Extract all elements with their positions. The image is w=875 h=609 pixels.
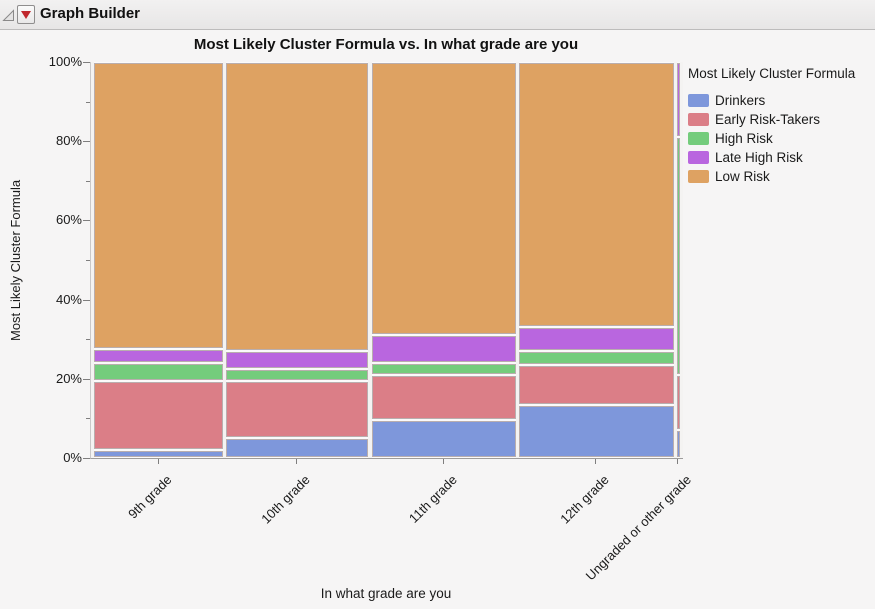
y-tick-label: 100% <box>48 54 82 69</box>
y-tick-label: 20% <box>55 370 82 386</box>
y-tick-mark <box>83 62 90 63</box>
legend-item-high-risk[interactable]: High Risk <box>688 129 873 148</box>
y-tick-label: 60% <box>55 212 82 228</box>
y-tick-mark <box>83 141 90 143</box>
segment-early-risk-takers[interactable] <box>371 375 517 420</box>
x-tick-mark <box>157 459 159 464</box>
legend-label: High Risk <box>715 131 773 146</box>
legend-swatch[interactable] <box>688 170 709 183</box>
legend-title: Most Likely Cluster Formula <box>688 66 856 81</box>
legend-item-late-high-risk[interactable]: Late High Risk <box>688 148 873 167</box>
legend-label: Late High Risk <box>715 150 803 165</box>
segment-early-risk-takers[interactable] <box>676 375 680 430</box>
segment-high-risk[interactable] <box>519 352 674 364</box>
segment-low-risk[interactable] <box>371 63 517 335</box>
x-tick-mark <box>442 459 444 464</box>
legend-label: Drinkers <box>715 93 766 108</box>
bar-ungraded-or-other-grade <box>676 62 680 458</box>
y-tick-label: 80% <box>55 133 82 149</box>
segment-early-risk-takers[interactable] <box>94 381 224 450</box>
segment-early-risk-takers[interactable] <box>519 365 674 404</box>
legend-item-low-risk[interactable]: Low Risk <box>688 167 873 186</box>
segment-early-risk-takers[interactable] <box>226 381 369 438</box>
legend-swatch[interactable] <box>688 94 709 107</box>
segment-high-risk[interactable] <box>94 363 224 380</box>
segment-drinkers[interactable] <box>371 421 517 457</box>
bar-11th-grade <box>371 62 517 458</box>
segment-late-high-risk[interactable] <box>226 352 369 368</box>
y-minor-tick-mark <box>86 180 90 182</box>
segment-drinkers[interactable] <box>226 439 369 457</box>
bar-9th-grade <box>94 62 224 458</box>
legend: Most Likely Cluster Formula Drinkers Earl… <box>688 66 873 186</box>
red-triangle-menu-button[interactable] <box>17 5 35 24</box>
x-tick-mark <box>595 459 597 464</box>
y-minor-tick-mark <box>86 260 90 261</box>
segment-late-high-risk[interactable] <box>519 328 674 351</box>
legend-label: Early Risk-Takers <box>715 112 821 127</box>
segment-low-risk[interactable] <box>94 63 224 349</box>
y-tick-mark <box>83 220 90 222</box>
y-minor-tick-mark <box>86 418 90 420</box>
segment-late-high-risk[interactable] <box>371 336 517 362</box>
legend-label: Low Risk <box>715 169 770 184</box>
y-tick-mark <box>83 378 90 380</box>
legend-swatch[interactable] <box>688 151 709 164</box>
chart-title: Most Likely Cluster Formula vs. In what … <box>193 36 579 53</box>
bar-10th-grade <box>226 62 369 458</box>
x-axis-title[interactable]: In what grade are you <box>320 586 452 601</box>
outline-header: Graph Builder <box>0 0 875 30</box>
segment-drinkers[interactable] <box>676 431 680 457</box>
bar-12th-grade <box>519 62 674 458</box>
red-triangle-icon <box>21 10 31 19</box>
segment-late-high-risk[interactable] <box>676 63 680 137</box>
legend-item-early-risk-takers[interactable]: Early Risk-Takers <box>688 110 873 129</box>
segment-high-risk[interactable] <box>676 138 680 374</box>
legend-swatch[interactable] <box>688 113 709 126</box>
plot-area[interactable] <box>90 62 683 459</box>
legend-item-drinkers[interactable]: Drinkers <box>688 91 873 110</box>
window-title: Graph Builder <box>40 5 141 22</box>
legend-swatch[interactable] <box>688 132 709 145</box>
segment-drinkers[interactable] <box>94 451 224 457</box>
x-tick-mark <box>677 459 679 464</box>
x-tick-mark <box>296 459 298 464</box>
segment-drinkers[interactable] <box>519 405 674 457</box>
segment-high-risk[interactable] <box>371 363 517 374</box>
segment-late-high-risk[interactable] <box>94 350 224 362</box>
y-minor-tick-mark <box>86 101 90 103</box>
segment-low-risk[interactable] <box>226 63 369 351</box>
y-tick-mark <box>83 458 90 459</box>
legend-items: Drinkers Early Risk-Takers High Risk Late H… <box>688 91 873 186</box>
y-tick-label: 40% <box>55 291 82 307</box>
y-tick-label: 0% <box>63 450 82 465</box>
y-tick-mark <box>83 299 90 301</box>
segment-high-risk[interactable] <box>226 369 369 380</box>
y-minor-tick-mark <box>86 339 90 341</box>
outline-disclosure-icon[interactable] <box>2 9 15 22</box>
segment-low-risk[interactable] <box>519 63 674 327</box>
y-axis-title[interactable]: Most Likely Cluster Formula <box>8 179 23 341</box>
